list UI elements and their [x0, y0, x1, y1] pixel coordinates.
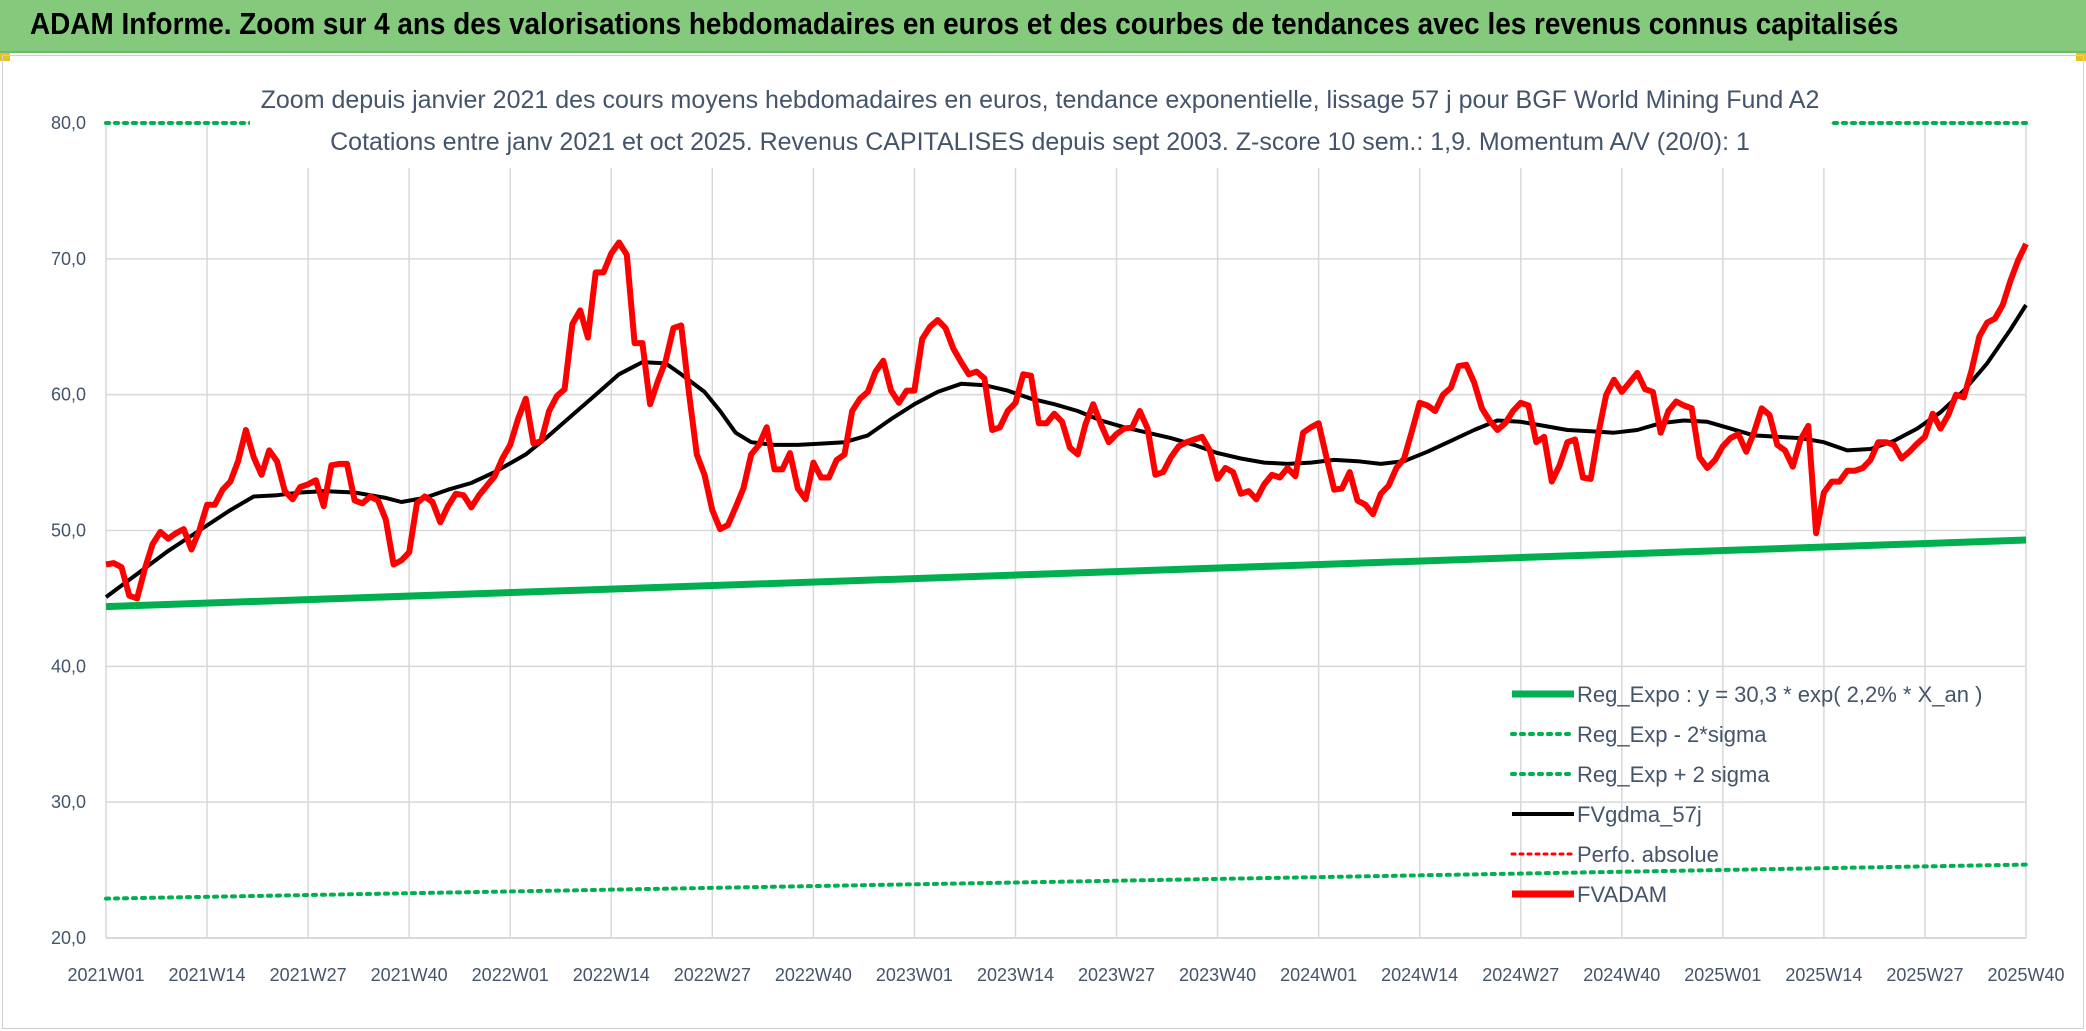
y-tick-label: 40,0 [51, 656, 86, 676]
legend-label-fvgdma: FVgdma_57j [1577, 802, 1702, 827]
legend-label-reg-expo: Reg_Expo : y = 30,3 * exp( 2,2% * X_an ) [1577, 682, 1982, 707]
x-tick-label: 2023W27 [1078, 965, 1155, 985]
y-tick-label: 60,0 [51, 385, 86, 405]
x-tick-label: 2022W27 [674, 965, 751, 985]
corner-accent-right [2076, 53, 2086, 61]
x-tick-label: 2022W40 [775, 965, 852, 985]
chart-frame [2, 55, 2084, 1029]
chart-title-line2: Cotations entre janv 2021 et oct 2025. R… [330, 128, 1750, 156]
x-tick-label: 2025W27 [1886, 965, 1963, 985]
y-tick-label: 30,0 [51, 792, 86, 812]
series-reg-expo [105, 536, 2027, 611]
series-fvadam [105, 239, 2029, 602]
x-tick-label: 2023W40 [1179, 965, 1256, 985]
x-tick-label: 2024W14 [1381, 965, 1458, 985]
x-tick-label: 2021W01 [67, 965, 144, 985]
header-bar: ADAM Informe. Zoom sur 4 ans des valoris… [0, 0, 2086, 53]
x-tick-label: 2025W40 [1987, 965, 2064, 985]
x-tick-label: 2024W40 [1583, 965, 1660, 985]
legend-label-fvadam: FVADAM [1577, 882, 1667, 907]
axis-labels: 20,0 30,0 40,0 50,0 60,0 70,0 80,0 2021W01 2021W… [51, 113, 2065, 985]
x-tick-label: 2025W01 [1684, 965, 1761, 985]
x-tick-label: 2021W40 [371, 965, 448, 985]
chart-grid [105, 122, 2027, 939]
chart-title-block: Zoom depuis janvier 2021 des cours moyen… [250, 78, 1830, 168]
chart-title-line1: Zoom depuis janvier 2021 des cours moyen… [261, 86, 1820, 114]
x-tick-label: 2021W27 [270, 965, 347, 985]
corner-accent-left [0, 53, 10, 61]
x-tick-label: 2023W14 [977, 965, 1054, 985]
legend-label-perfo: Perfo. absolue [1577, 842, 1719, 867]
series-fvgdma-57j [104, 303, 2028, 599]
x-tick-label: 2023W01 [876, 965, 953, 985]
y-tick-label: 80,0 [51, 113, 86, 133]
y-tick-label: 20,0 [51, 928, 86, 948]
y-tick-label: 70,0 [51, 249, 86, 269]
title-background [250, 78, 1830, 168]
x-tick-label: 2021W14 [169, 965, 246, 985]
x-tick-label: 2022W01 [472, 965, 549, 985]
report-title: ADAM Informe. Zoom sur 4 ans des valoris… [30, 6, 1899, 41]
legend-label-reg-exp-minus: Reg_Exp - 2*sigma [1577, 722, 1767, 747]
legend-label-reg-exp-plus: Reg_Exp + 2 sigma [1577, 762, 1770, 787]
x-tick-label: 2025W14 [1785, 965, 1862, 985]
y-tick-label: 50,0 [51, 521, 86, 541]
x-tick-label: 2022W14 [573, 965, 650, 985]
series-reg-exp-minus-2sigma [104, 862, 2028, 901]
chart-legend: Reg_Expo : y = 30,3 * exp( 2,2% * X_an )… [1510, 682, 1982, 907]
x-tick-label: 2024W27 [1482, 965, 1559, 985]
x-tick-label: 2024W01 [1280, 965, 1357, 985]
